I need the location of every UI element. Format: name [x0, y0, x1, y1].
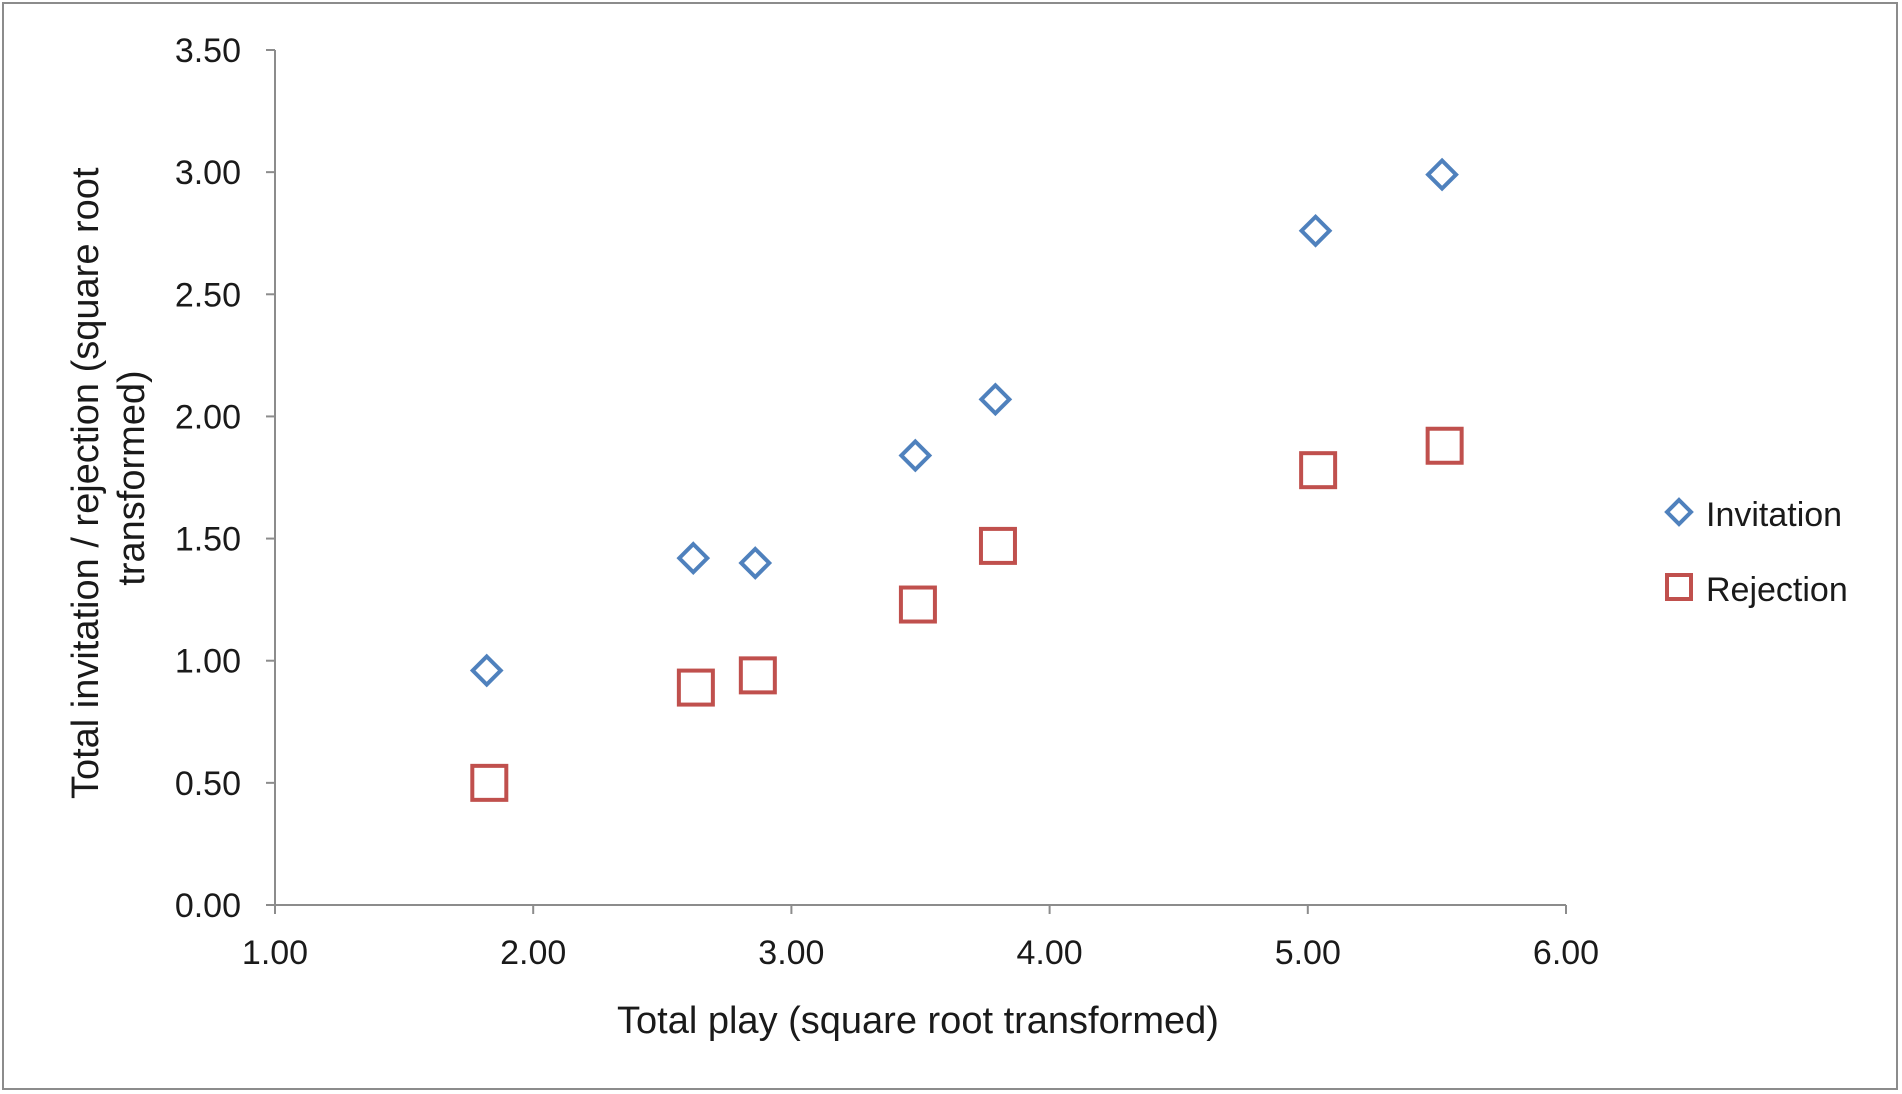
data-point-rejection	[1299, 451, 1338, 490]
data-point-invitation	[676, 541, 711, 575]
series-invitation	[469, 157, 1459, 688]
legend: Invitation Rejection	[1664, 496, 1848, 609]
data-point-invitation	[1298, 213, 1333, 248]
x-tick-label: 2.00	[500, 934, 566, 972]
legend-marker-invitation	[1664, 497, 1694, 527]
data-point-rejection	[676, 668, 715, 707]
legend-label-rejection: Rejection	[1706, 571, 1848, 609]
y-tick-label: 3.50	[175, 32, 241, 70]
legend-marker-rejection	[1665, 573, 1693, 601]
data-point-invitation	[469, 653, 504, 688]
y-tick-label: 2.50	[175, 276, 241, 314]
data-point-invitation	[1425, 157, 1459, 192]
y-tick-label: 0.50	[175, 765, 241, 803]
y-tick-label: 0.00	[175, 887, 241, 925]
data-point-rejection	[978, 526, 1017, 565]
x-tick-label: 6.00	[1533, 934, 1599, 972]
legend-item-rejection: Rejection	[1665, 571, 1848, 609]
data-point-rejection	[738, 656, 777, 695]
y-tick-label: 1.00	[175, 643, 241, 681]
data-point-rejection	[898, 585, 937, 624]
series-rejection	[470, 426, 1464, 802]
x-tick-label: 3.00	[758, 934, 824, 972]
data-point-invitation	[978, 382, 1013, 417]
y-axis-title: Total invitation / rejection (square roo…	[65, 157, 153, 799]
legend-item-invitation: Invitation	[1664, 496, 1842, 534]
y-tick-label: 1.50	[175, 521, 241, 559]
data-point-invitation	[898, 438, 933, 473]
x-tick-label: 4.00	[1017, 934, 1083, 972]
y-axis-title-line-1: Total invitation / rejection (square roo…	[65, 167, 107, 799]
data-marks	[469, 157, 1464, 802]
y-tick-label: 3.00	[175, 154, 241, 192]
data-point-rejection	[470, 763, 509, 802]
axes	[274, 50, 1566, 906]
data-point-invitation	[738, 546, 773, 580]
legend-label-invitation: Invitation	[1706, 496, 1842, 534]
x-tick-label: 5.00	[1275, 934, 1341, 972]
y-tick-label: 2.00	[175, 398, 241, 436]
y-axis-title-line-2: transformed)	[111, 370, 153, 585]
ticks: 0.00 0.50 1.00 1.50 2.00 2.50 3.00 3.50 1.00 2.00…	[175, 32, 1599, 972]
x-tick-label: 1.00	[242, 934, 308, 972]
x-axis-title: Total play (square root transformed)	[617, 1000, 1219, 1042]
data-point-rejection	[1425, 426, 1464, 465]
